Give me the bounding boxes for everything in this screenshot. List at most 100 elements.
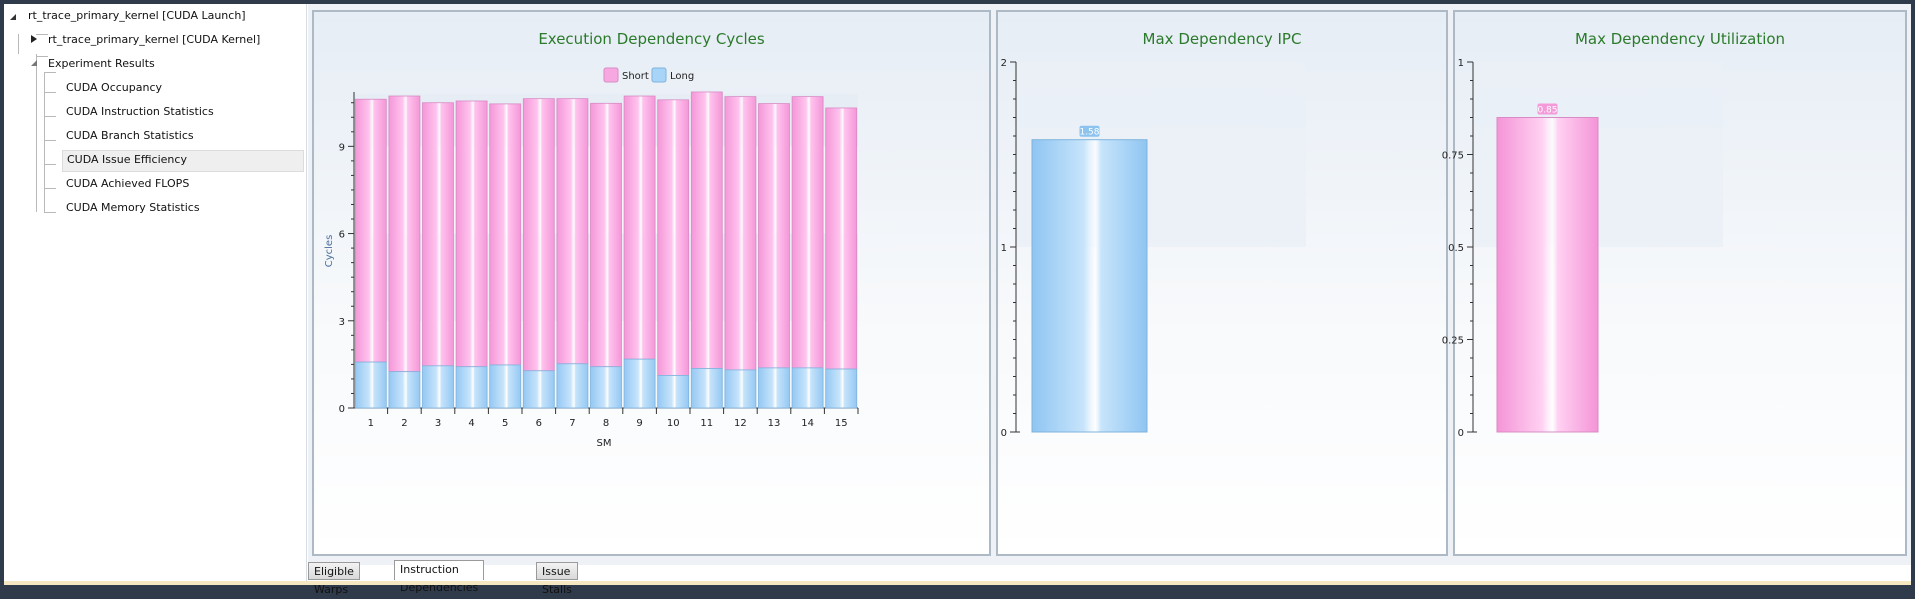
y-tick-label: 0.5	[1448, 243, 1464, 254]
max-dependency-utilization-panel: Max Dependency Utilization 0 0.25 0.5 0.75 1…	[1442, 10, 1907, 556]
max-dependency-utilization-chart: 0 0.25 0.5 0.75 1 0.85	[1442, 58, 1723, 439]
y-tick-label: 0.75	[1442, 151, 1464, 162]
bar-short	[388, 95, 421, 373]
status-bar	[4, 581, 1911, 585]
x-tick-label: 12	[734, 418, 747, 429]
bar-long	[690, 368, 723, 409]
application-window: rt_trace_primary_kernel [CUDA Launch] rt…	[4, 4, 1911, 596]
tree-item-cuda-instruction-statistics[interactable]: CUDA Instruction Statistics	[62, 102, 218, 122]
x-tick-label: 7	[569, 418, 575, 429]
max-dependency-ipc-chart: 0 1 2 1.58	[1001, 58, 1306, 439]
chart-title: Max Dependency IPC	[1142, 30, 1302, 48]
data-label-background	[1537, 103, 1558, 115]
x-tick-label: 9	[636, 418, 642, 429]
chart-title: Execution Dependency Cycles	[538, 30, 765, 48]
bar-short	[556, 98, 589, 365]
tree-node-launch-label: rt_trace_primary_kernel [CUDA Launch]	[28, 9, 246, 22]
x-tick-label: 10	[667, 418, 680, 429]
y-tick-label: 0.25	[1442, 336, 1464, 347]
tree-node-launch[interactable]: rt_trace_primary_kernel [CUDA Launch]	[24, 6, 250, 26]
y-tick-label: 0	[339, 404, 345, 415]
bar-long	[825, 368, 858, 409]
bar	[1496, 117, 1599, 433]
x-tick-label: 4	[468, 418, 474, 429]
tree-item-label: CUDA Instruction Statistics	[66, 105, 214, 118]
chart-title: Max Dependency Utilization	[1574, 30, 1786, 48]
y-axis-label: Cycles	[324, 235, 335, 268]
legend-swatch-long	[651, 67, 667, 83]
data-label: 0.85	[1537, 106, 1557, 116]
bar-long	[522, 370, 555, 409]
tree-item-cuda-occupancy[interactable]: CUDA Occupancy	[62, 78, 166, 98]
tab-issue-stalls[interactable]: Issue Stalls	[536, 562, 578, 596]
tree-node-experiment-results-label: Experiment Results	[48, 57, 155, 70]
y-tick-label: 0	[1001, 428, 1007, 439]
collapse-arrow-icon[interactable]	[8, 12, 18, 22]
tree-node-experiment-results[interactable]: Experiment Results	[44, 54, 159, 74]
y-tick-label: 3	[339, 317, 345, 328]
x-tick-label: 13	[768, 418, 781, 429]
collapse-arrow-icon[interactable]	[29, 58, 39, 68]
legend-label-long: Long	[670, 71, 694, 82]
data-label-background	[1079, 125, 1100, 137]
tree-item-cuda-achieved-flops[interactable]: CUDA Achieved FLOPS	[62, 174, 193, 194]
bar-short	[623, 95, 656, 360]
bar-short	[422, 102, 454, 367]
bar-long	[724, 369, 757, 409]
x-tick-label: 3	[435, 418, 441, 429]
bar-long	[354, 361, 387, 409]
y-tick-label: 1	[1458, 58, 1464, 69]
bar-short	[489, 103, 522, 366]
x-tick-label: 5	[502, 418, 508, 429]
tree-node-kernel-label: rt_trace_primary_kernel [CUDA Kernel]	[48, 33, 261, 46]
bar-short	[825, 107, 858, 370]
x-axis-label: SM	[597, 438, 612, 449]
expand-arrow-icon[interactable]	[29, 34, 39, 44]
x-tick-label: 2	[401, 418, 407, 429]
y-tick-label: 2	[1001, 58, 1007, 69]
bar-short	[690, 91, 723, 369]
bar-short	[758, 103, 790, 369]
bar-long	[623, 358, 656, 409]
x-tick-label: 8	[603, 418, 609, 429]
tree-node-kernel[interactable]: rt_trace_primary_kernel [CUDA Kernel]	[44, 30, 264, 50]
bar-short	[354, 98, 387, 363]
bar-short	[724, 96, 757, 371]
tab-eligible-warps[interactable]: Eligible Warps	[308, 562, 360, 596]
bar-short	[455, 100, 488, 368]
tree-item-label: CUDA Branch Statistics	[66, 129, 194, 142]
x-tick-label: 15	[835, 418, 848, 429]
y-tick-label: 6	[339, 230, 345, 241]
chart-legend: Short Long	[603, 67, 694, 83]
x-tick-label: 6	[536, 418, 542, 429]
tree-item-label: CUDA Occupancy	[66, 81, 163, 94]
x-tick-label: 14	[801, 418, 814, 429]
execution-dependency-cycles-panel: Execution Dependency Cycles 0 3 6 9 Cycles 1 2…	[312, 10, 991, 556]
tab-instruction-dependencies[interactable]: Instruction Dependencies	[394, 560, 485, 594]
y-tick-label: 0	[1458, 428, 1464, 439]
experiment-tree: rt_trace_primary_kernel [CUDA Launch] rt…	[4, 4, 307, 583]
bar-long	[422, 365, 454, 409]
max-dependency-ipc-panel: Max Dependency IPC 0 1 2 1.58	[996, 10, 1448, 556]
tree-item-label: CUDA Issue Efficiency	[67, 153, 187, 166]
tree-item-cuda-memory-statistics[interactable]: CUDA Memory Statistics	[62, 198, 204, 218]
x-tick-label: 1	[368, 418, 374, 429]
bar-long	[657, 375, 690, 409]
tree-item-label: CUDA Memory Statistics	[66, 201, 200, 214]
y-tick-label: 1	[1001, 243, 1007, 254]
bar-short	[657, 99, 690, 376]
report-area: Execution Dependency Cycles 0 3 6 9 Cycles 1 2…	[308, 4, 1911, 565]
x-tick-label: 11	[700, 418, 713, 429]
bar-long	[556, 363, 589, 409]
legend-label-short: Short	[622, 71, 649, 82]
bar-short	[791, 96, 824, 369]
tree-item-cuda-branch-statistics[interactable]: CUDA Branch Statistics	[62, 126, 198, 146]
tree-item-cuda-issue-efficiency[interactable]: CUDA Issue Efficiency	[62, 150, 304, 172]
bar-short	[590, 102, 622, 368]
bar-long	[758, 367, 790, 409]
y-tick-label: 9	[339, 142, 345, 153]
bar-long	[590, 366, 622, 409]
data-label: 1.58	[1079, 128, 1099, 138]
bar-long	[388, 371, 421, 409]
